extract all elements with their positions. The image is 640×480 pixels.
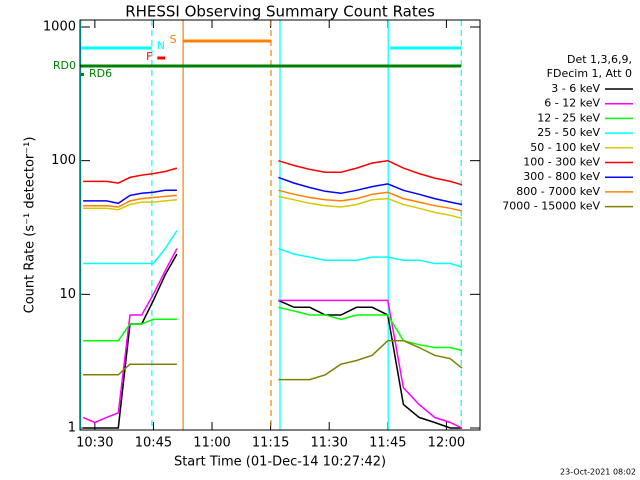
series-line (83, 195, 463, 220)
y-tick-label: 1000 (43, 20, 76, 35)
x-tick-label: 10:45 (135, 436, 172, 451)
legend-label: 300 - 800 keV (523, 170, 600, 183)
y-axis-label: Count Rate (s⁻¹ detector⁻¹) (23, 137, 38, 314)
y-tick-label: 1 (68, 421, 76, 436)
legend-label: 12 - 25 keV (537, 111, 600, 124)
series-line (83, 159, 463, 186)
legend-label: 7000 - 15000 keV (502, 200, 600, 213)
x-tick-label: 11:30 (310, 436, 347, 451)
flag-label: S (170, 33, 177, 46)
series-line (82, 248, 463, 429)
legend-label: 50 - 100 keV (530, 141, 600, 154)
legend-header: Det 1,3,6,9, (567, 53, 632, 66)
x-tick-label: 12:00 (428, 436, 465, 451)
footer-date: 23-Oct-2021 08:02 (560, 468, 636, 477)
x-tick-label: 11:00 (193, 436, 230, 451)
series-line (83, 176, 463, 206)
chart-title: RHESSI Observing Summary Count Rates (125, 3, 435, 21)
flag-label: N (157, 39, 165, 52)
y-tick-label: 10 (59, 287, 76, 302)
legend-header: FDecim 1, Att 0 (547, 67, 632, 80)
x-tick-label: 10:30 (76, 436, 113, 451)
y-tick-label: 100 (51, 153, 76, 168)
plot-frame (79, 19, 481, 431)
legend-label: 3 - 6 keV (551, 82, 600, 95)
legend-label: 800 - 7000 keV (516, 185, 600, 198)
x-axis-label: Start Time (01-Dec-14 10:27:42) (174, 455, 386, 470)
x-tick-label: 11:15 (252, 436, 289, 451)
flag-label: F (146, 50, 152, 63)
legend-label: 100 - 300 keV (523, 156, 600, 169)
flag-label: RD6 (89, 67, 112, 80)
flag-dot (81, 73, 84, 76)
series-line (83, 230, 463, 268)
flag-label: RD0 (53, 59, 76, 72)
series-line (83, 189, 463, 212)
x-tick-label: 11:45 (369, 436, 406, 451)
series-line (83, 339, 463, 381)
legend-label: 25 - 50 keV (537, 126, 600, 139)
legend-label: 6 - 12 keV (544, 97, 600, 110)
series-line (83, 306, 463, 352)
